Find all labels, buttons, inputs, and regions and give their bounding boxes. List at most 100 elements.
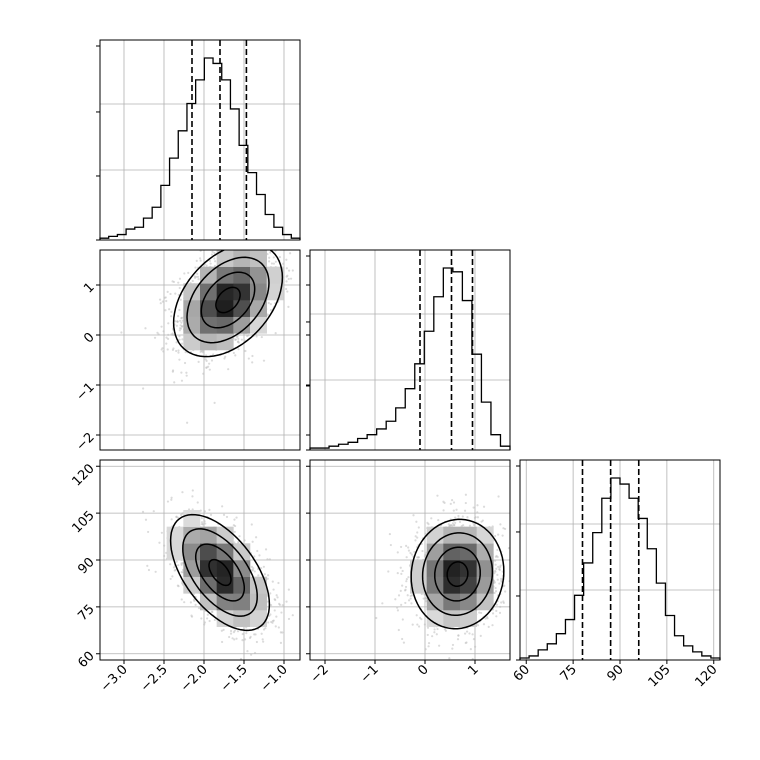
scatter-point: [268, 256, 271, 259]
scatter-point: [271, 580, 274, 583]
scatter-point: [166, 290, 169, 293]
scatter-point: [272, 588, 275, 591]
scatter-point: [480, 611, 483, 615]
density-content: [375, 493, 517, 667]
scatter-point: [466, 516, 469, 519]
scatter-point: [496, 578, 499, 581]
scatter-point: [169, 577, 172, 581]
scatter-point: [277, 626, 280, 629]
density-cell: [200, 543, 217, 561]
scatter-point: [201, 349, 204, 353]
scatter-point: [285, 258, 288, 261]
scatter-point: [271, 245, 273, 247]
scatter-point: [206, 617, 209, 620]
scatter-point: [211, 250, 214, 253]
scatter-point: [186, 421, 189, 424]
scatter-point: [285, 267, 288, 270]
contour-line: [410, 518, 505, 630]
density-cell: [166, 526, 184, 544]
scatter-point: [472, 523, 476, 526]
scatter-point: [221, 505, 224, 508]
scatter-point: [164, 309, 167, 312]
scatter-point: [269, 592, 272, 595]
y-tick-label: 120: [69, 461, 97, 489]
scatter-point: [199, 350, 202, 353]
scatter-point: [243, 638, 247, 641]
scatter-point: [240, 338, 243, 341]
scatter-point: [306, 232, 308, 234]
scatter-point: [454, 521, 457, 524]
scatter-point: [389, 543, 392, 547]
scatter-point: [279, 641, 283, 644]
scatter-point: [406, 594, 409, 597]
scatter-point: [165, 336, 168, 339]
density-cell: [183, 526, 201, 544]
scatter-point: [465, 641, 468, 644]
density-panel-1: [99, 459, 301, 661]
scatter-point: [396, 551, 399, 554]
scatter-point: [160, 325, 163, 328]
scatter-point: [180, 316, 183, 320]
scatter-point: [202, 372, 205, 375]
scatter-point: [177, 315, 180, 318]
scatter-point: [198, 257, 202, 260]
density-cell: [233, 266, 251, 284]
scatter-point: [251, 354, 254, 358]
scatter-point: [262, 359, 266, 362]
scatter-point: [171, 575, 174, 578]
x-tick-label: −1.5: [218, 662, 251, 695]
scatter-point: [496, 573, 499, 576]
density-cell: [200, 526, 217, 544]
scatter-point: [209, 513, 213, 516]
scatter-point: [196, 272, 199, 275]
density-cell: [200, 300, 217, 317]
scatter-point: [417, 625, 421, 628]
scatter-point: [479, 665, 481, 667]
scatter-point: [424, 648, 427, 651]
scatter-point: [399, 566, 402, 569]
scatter-point: [245, 632, 248, 635]
scatter-point: [278, 229, 280, 231]
scatter-point: [120, 331, 123, 334]
scatter-point: [160, 531, 163, 534]
density-cell: [250, 610, 267, 627]
scatter-point: [181, 342, 184, 345]
scatter-point: [250, 243, 252, 245]
scatter-point: [491, 612, 495, 615]
scatter-point: [494, 563, 497, 566]
scatter-point: [465, 630, 469, 633]
scatter-point: [232, 631, 236, 634]
scatter-point: [223, 357, 226, 360]
scatter-point: [301, 297, 303, 299]
scatter-point: [174, 320, 177, 323]
scatter-point: [254, 536, 258, 539]
scatter-point: [213, 257, 216, 260]
density-cell: [266, 266, 284, 284]
contour-line: [421, 532, 494, 617]
scatter-point: [220, 244, 222, 246]
histogram-panel-1: [306, 249, 511, 451]
scatter-point: [433, 631, 436, 634]
scatter-point: [234, 338, 237, 341]
scatter-point: [452, 501, 456, 504]
scatter-point: [491, 624, 494, 627]
scatter-point: [239, 657, 243, 660]
density-cell: [216, 560, 234, 577]
scatter-point: [515, 583, 517, 585]
density-cell: [233, 250, 251, 267]
scatter-point: [417, 556, 420, 559]
scatter-point: [387, 570, 390, 573]
scatter-point: [170, 310, 173, 313]
scatter-point: [199, 259, 202, 262]
scatter-point: [396, 606, 399, 609]
scatter-point: [407, 549, 411, 552]
histogram-step: [519, 477, 721, 660]
scatter-point: [438, 644, 441, 647]
scatter-point: [166, 337, 170, 340]
x-tick-label: −2.0: [178, 662, 211, 695]
y-tick-label: 90: [75, 555, 97, 577]
scatter-point: [163, 544, 166, 547]
scatter-point: [281, 604, 284, 607]
scatter-point: [169, 563, 172, 566]
scatter-point: [248, 636, 252, 640]
